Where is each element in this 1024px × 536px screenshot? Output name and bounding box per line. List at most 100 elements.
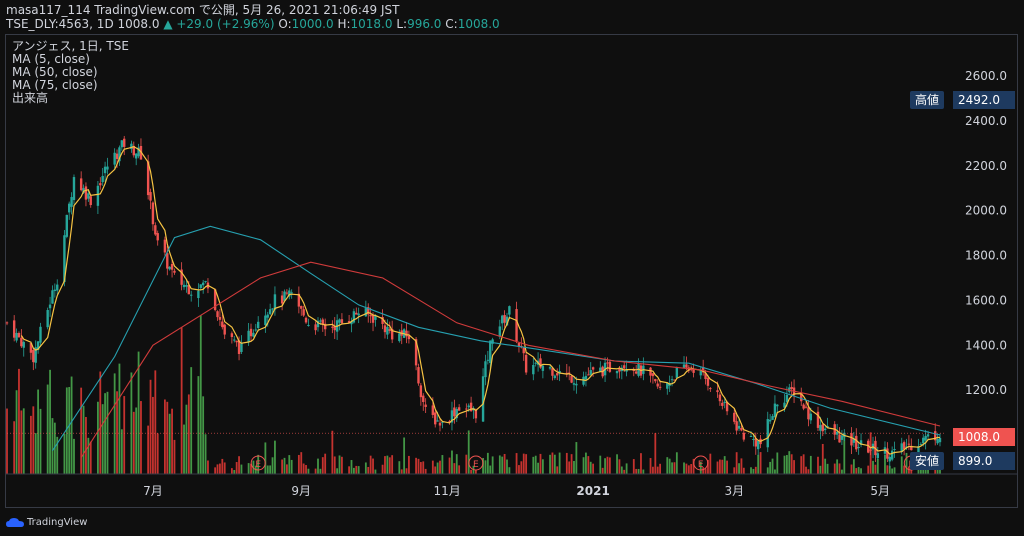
candle-body xyxy=(271,308,274,310)
volume-bar xyxy=(391,455,394,474)
volume-bar xyxy=(506,459,508,474)
volume-bar xyxy=(783,455,786,474)
ohlc-line: TSE_DLY:4563, 1D 1008.0 ▲ +29.0 (+2.96%)… xyxy=(6,17,500,31)
candle-body xyxy=(910,445,913,451)
candle-body xyxy=(455,408,458,419)
volume-bar xyxy=(771,458,774,474)
volume-bar xyxy=(101,404,104,474)
volume-bar xyxy=(807,469,810,474)
candle-body xyxy=(381,317,384,324)
volume-bar xyxy=(888,465,891,474)
candle-body xyxy=(582,376,585,385)
volume-bar xyxy=(374,469,377,474)
volume-bar xyxy=(656,466,659,474)
volume-bar xyxy=(687,465,690,474)
candle-body xyxy=(900,443,903,453)
candle-body xyxy=(84,186,88,200)
volume-bar xyxy=(419,462,422,474)
volume-bar xyxy=(675,452,678,474)
volume-bar xyxy=(271,457,274,474)
candle-body xyxy=(855,435,858,450)
candle-body xyxy=(919,444,923,446)
volume-bar xyxy=(587,456,590,474)
candle-body xyxy=(39,326,42,343)
candle-body xyxy=(364,308,368,317)
volume-bar xyxy=(400,469,403,474)
candle-body xyxy=(383,325,387,333)
volume-bar xyxy=(508,467,511,474)
volume-bar xyxy=(216,464,219,474)
volume-bar xyxy=(766,467,769,474)
volume-bar xyxy=(118,363,121,474)
y-tick-label: 2600.0 xyxy=(965,69,1007,83)
high-value: 1018.0 xyxy=(350,17,393,31)
volume-bar xyxy=(417,458,420,474)
volume-bar xyxy=(860,468,862,474)
volume-bar xyxy=(549,454,551,474)
volume-bar xyxy=(525,454,528,474)
candle-body xyxy=(168,266,171,270)
volume-bar xyxy=(809,455,812,474)
volume-bar xyxy=(568,461,571,474)
volume-bar xyxy=(386,455,389,474)
candle-body xyxy=(280,295,284,304)
candle-body xyxy=(369,314,372,317)
candle-body xyxy=(180,269,183,285)
candle-body xyxy=(388,329,391,331)
volume-bar xyxy=(204,434,207,474)
volume-bar xyxy=(147,425,150,474)
candle-body xyxy=(924,435,927,441)
volume-bar xyxy=(357,466,360,474)
candle-body xyxy=(902,442,906,450)
candle-body xyxy=(867,440,870,453)
candle-body xyxy=(682,364,686,369)
legend-ma5: MA (5, close) xyxy=(12,52,90,66)
volume-bar xyxy=(620,466,623,474)
volume-bar xyxy=(451,450,453,474)
volume-bar xyxy=(140,401,142,474)
volume-bar xyxy=(884,454,886,474)
candle-body xyxy=(556,373,559,376)
volume-bar xyxy=(805,466,807,474)
volume-bar xyxy=(824,458,827,474)
volume-bar xyxy=(474,469,477,474)
volume-bar xyxy=(489,465,492,474)
volume-bar xyxy=(465,454,468,474)
price-change: ▲ +29.0 (+2.96%) xyxy=(163,17,275,31)
volume-bar xyxy=(381,464,384,474)
candle-body xyxy=(785,394,789,403)
candle-body xyxy=(498,326,502,337)
volume-bar xyxy=(541,459,544,474)
candle-body xyxy=(15,332,18,341)
candle-body xyxy=(63,235,66,283)
volume-bar xyxy=(699,461,702,474)
candle-body xyxy=(551,368,554,376)
candle-body xyxy=(721,402,724,406)
candle-body xyxy=(773,403,777,418)
tradingview-logo[interactable]: TradingView xyxy=(6,517,87,528)
volume-bar xyxy=(264,442,267,474)
volume-bar xyxy=(388,457,391,474)
candle-body xyxy=(252,332,255,337)
candle-body xyxy=(484,361,487,378)
chart-frame[interactable] xyxy=(5,34,1018,508)
y-tick-label: 1200.0 xyxy=(965,383,1007,397)
candle-body xyxy=(290,292,293,294)
candle-body xyxy=(235,340,238,343)
candle-body xyxy=(218,317,222,320)
candle-body xyxy=(96,185,100,206)
candle-body xyxy=(323,323,327,330)
volume-bar xyxy=(116,391,118,474)
candle-body xyxy=(357,313,360,316)
candle-body xyxy=(905,446,908,448)
volume-bar xyxy=(436,462,439,474)
volume-bar xyxy=(352,467,355,474)
candle-body xyxy=(130,143,133,150)
volume-bar xyxy=(683,462,685,474)
candle-body xyxy=(515,309,518,341)
candle-body xyxy=(441,421,444,423)
volume-bar xyxy=(20,410,23,474)
volume-bar xyxy=(501,456,504,474)
volume-bar xyxy=(338,455,341,474)
